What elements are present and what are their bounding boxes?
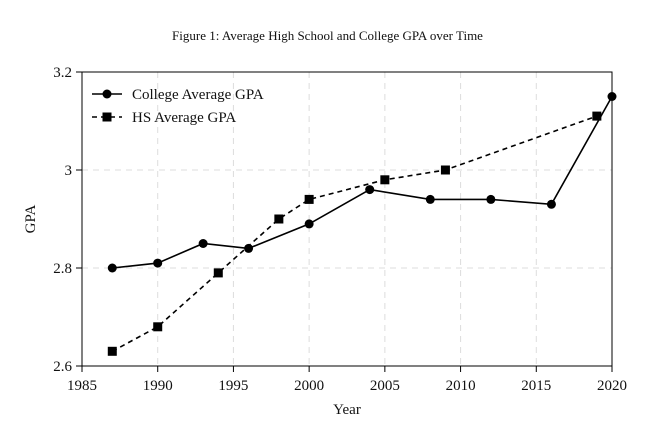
series-1-point (244, 243, 254, 253)
legend-marker-2 (102, 112, 112, 122)
series-1-point (365, 185, 375, 195)
series-line-1 (112, 96, 613, 269)
legend-label-2: HS Average GPA (132, 110, 236, 126)
x-tick-label: 1985 (67, 378, 97, 394)
series-2-point (153, 322, 163, 332)
legend-marker-1 (102, 89, 112, 99)
y-axis-label: GPA (23, 205, 39, 234)
series-1-point (607, 92, 617, 101)
x-tick-label: 2015 (521, 378, 551, 394)
series-1-point (425, 194, 435, 204)
x-tick-label: 2005 (370, 378, 400, 394)
plot-frame (81, 71, 613, 367)
series-2-point (274, 214, 284, 224)
series-2-point (304, 194, 314, 204)
chart-title: Figure 1: Average High School and Colleg… (172, 28, 483, 43)
x-tick-label: 2020 (597, 378, 627, 394)
y-tick-label: 2.8 (53, 261, 72, 277)
series-1-point (546, 199, 556, 209)
y-tick-label: 2.6 (53, 359, 72, 375)
series-2-point (380, 175, 390, 185)
series-1-point (153, 258, 163, 268)
x-axis-label: Year (333, 402, 361, 418)
series-2-point (213, 268, 223, 278)
series-1-point (198, 239, 208, 248)
series-line-2 (111, 115, 598, 353)
series-2-point (440, 165, 450, 175)
series-1-point (486, 194, 496, 204)
series-2-point (107, 346, 117, 356)
y-tick-label: 3.2 (53, 65, 72, 81)
series-1-point (107, 263, 117, 273)
x-tick-label: 2010 (446, 378, 476, 394)
y-tick-label: 3 (65, 163, 73, 179)
x-tick-label: 1990 (143, 378, 173, 394)
legend-label-1: College Average GPA (132, 87, 264, 103)
series-1-point (304, 219, 314, 229)
x-tick-label: 2000 (294, 378, 324, 394)
x-tick-label: 1995 (218, 378, 248, 394)
series-2-point (592, 111, 602, 121)
